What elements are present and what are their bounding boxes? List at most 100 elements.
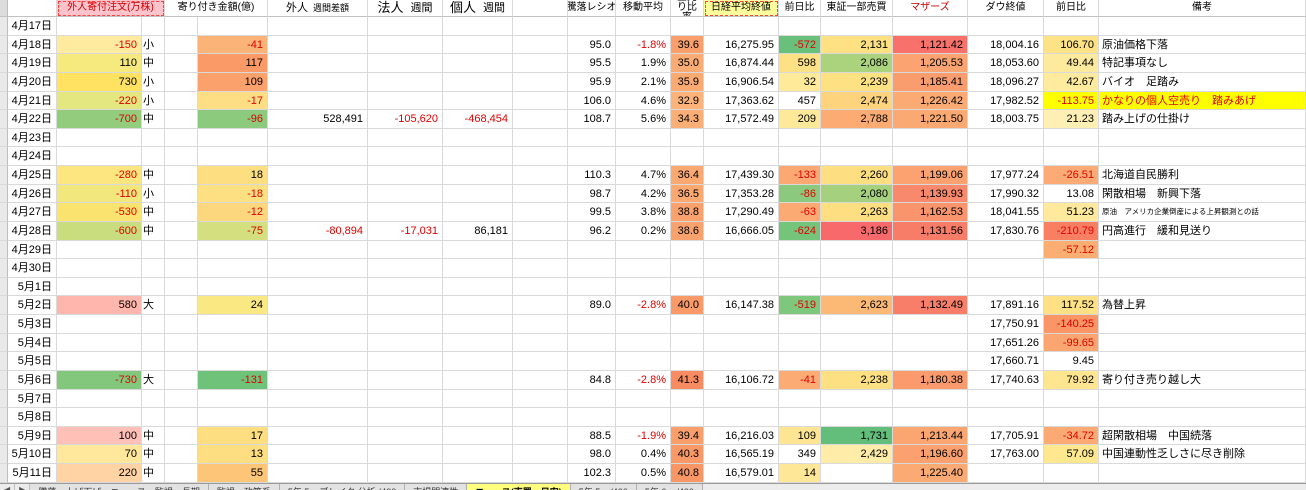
cell-chg[interactable] — [779, 408, 821, 427]
cell-cweek[interactable] — [368, 72, 443, 92]
cell-dow[interactable]: 17,705.91 — [968, 426, 1044, 446]
cell-spacer[interactable] — [165, 221, 198, 241]
cell-dow[interactable]: 18,041.55 — [968, 203, 1044, 222]
cell-amount[interactable] — [198, 128, 268, 148]
cell-dowchg[interactable]: 106.70 — [1044, 35, 1099, 55]
cell-short[interactable]: 34.3 — [671, 110, 704, 129]
cell-iweek[interactable] — [443, 389, 513, 409]
sheet-tab[interactable]: 5年 5m /400 — [570, 484, 637, 490]
cell-iweek[interactable] — [443, 166, 513, 185]
cell-size[interactable] — [142, 315, 165, 334]
cell-orders[interactable] — [57, 17, 142, 36]
cell-dow[interactable] — [968, 147, 1044, 166]
cell-note[interactable] — [1099, 315, 1306, 334]
cell-cweek[interactable] — [368, 128, 443, 148]
cell-orders[interactable] — [57, 259, 142, 278]
header-short-ratio[interactable]: 空売り比率 — [671, 0, 704, 17]
cell-fweek[interactable] — [268, 54, 368, 73]
header-opening-amount[interactable]: 寄り付き金額(億) — [165, 0, 268, 17]
cell-dow[interactable] — [968, 277, 1044, 297]
cell-fweek[interactable] — [268, 315, 368, 334]
cell-ma[interactable]: 1.9% — [616, 54, 671, 73]
cell-amount[interactable] — [198, 17, 268, 36]
cell-spacer[interactable] — [513, 72, 568, 92]
cell-date[interactable]: 4月23日 — [8, 128, 57, 148]
cell-short[interactable]: 40.0 — [671, 296, 704, 315]
cell-nikkei[interactable] — [704, 17, 779, 36]
cell-ratio[interactable]: 98.7 — [568, 184, 616, 204]
cell-amount[interactable] — [198, 315, 268, 334]
cell-fweek[interactable]: 528,491 — [268, 110, 368, 129]
cell-nikkei[interactable]: 17,353.28 — [704, 184, 779, 204]
cell-iweek[interactable] — [443, 72, 513, 92]
cell-tse[interactable] — [821, 240, 893, 260]
cell-chg[interactable]: 457 — [779, 91, 821, 111]
cell-note[interactable] — [1099, 389, 1306, 409]
cell-iweek[interactable] — [443, 426, 513, 446]
cell-size[interactable] — [142, 352, 165, 371]
header-nikkei-change[interactable]: 前日比 — [779, 0, 821, 17]
cell-mothers[interactable]: 1,213.44 — [893, 426, 968, 446]
cell-amount[interactable]: -75 — [198, 221, 268, 241]
cell-dowchg[interactable] — [1044, 389, 1099, 409]
cell-date[interactable]: 4月20日 — [8, 72, 57, 92]
cell-cweek[interactable] — [368, 91, 443, 111]
cell-short[interactable] — [671, 389, 704, 409]
cell-cweek[interactable] — [368, 240, 443, 260]
cell-dowchg[interactable]: -57.12 — [1044, 240, 1099, 260]
cell-iweek[interactable] — [443, 370, 513, 390]
cell-short[interactable] — [671, 147, 704, 166]
cell-dow[interactable] — [968, 389, 1044, 409]
cell-mothers[interactable]: 1,185.41 — [893, 72, 968, 92]
cell-size[interactable]: 大 — [142, 370, 165, 390]
cell-spacer[interactable] — [165, 203, 198, 222]
cell-ma[interactable]: 0.2% — [616, 221, 671, 241]
cell-spacer[interactable] — [513, 35, 568, 55]
cell-short[interactable] — [671, 240, 704, 260]
cell-ratio[interactable] — [568, 147, 616, 166]
header-spacer[interactable] — [513, 0, 568, 17]
cell-ma[interactable] — [616, 408, 671, 427]
cell-chg[interactable]: -624 — [779, 221, 821, 241]
cell-nikkei[interactable]: 17,439.30 — [704, 166, 779, 185]
cell-spacer[interactable] — [165, 389, 198, 409]
cell-short[interactable]: 39.4 — [671, 426, 704, 446]
cell-ma[interactable]: 0.5% — [616, 464, 671, 483]
cell-tse[interactable] — [821, 352, 893, 371]
cell-cweek[interactable]: -17,031 — [368, 221, 443, 241]
cell-dowchg[interactable] — [1044, 259, 1099, 278]
cell-cweek[interactable] — [368, 333, 443, 353]
cell-iweek[interactable] — [443, 259, 513, 278]
cell-ma[interactable]: 0.4% — [616, 445, 671, 464]
cell-amount[interactable]: -41 — [198, 35, 268, 55]
cell-size[interactable] — [142, 408, 165, 427]
cell-mothers[interactable]: 1,205.53 — [893, 54, 968, 73]
header-dow-change[interactable]: 前日比 — [1044, 0, 1099, 17]
cell-cweek[interactable] — [368, 203, 443, 222]
cell-ma[interactable]: -1.8% — [616, 35, 671, 55]
cell-note[interactable] — [1099, 464, 1306, 483]
cell-spacer[interactable] — [165, 408, 198, 427]
cell-size[interactable] — [142, 17, 165, 36]
cell-tse[interactable]: 2,080 — [821, 184, 893, 204]
cell-amount[interactable]: 13 — [198, 445, 268, 464]
sheet-tab[interactable]: 5年 5m ブレイク 分析 (400 — [279, 484, 406, 490]
cell-spacer[interactable] — [165, 72, 198, 92]
cell-nikkei[interactable] — [704, 333, 779, 353]
cell-dow[interactable]: 17,891.16 — [968, 296, 1044, 315]
cell-ratio[interactable]: 84.8 — [568, 370, 616, 390]
cell-orders[interactable]: -530 — [57, 203, 142, 222]
cell-note[interactable]: 中国連動性乏しさに尽き削除 — [1099, 445, 1306, 464]
cell-amount[interactable] — [198, 147, 268, 166]
cell-note[interactable] — [1099, 17, 1306, 36]
cell-dow[interactable]: 17,750.91 — [968, 315, 1044, 334]
cell-iweek[interactable] — [443, 128, 513, 148]
cell-dow[interactable]: 17,740.63 — [968, 370, 1044, 390]
cell-nikkei[interactable]: 16,106.72 — [704, 370, 779, 390]
cell-date[interactable]: 5月3日 — [8, 315, 57, 334]
cell-amount[interactable]: -12 — [198, 203, 268, 222]
cell-dowchg[interactable]: -140.25 — [1044, 315, 1099, 334]
cell-ratio[interactable]: 89.0 — [568, 296, 616, 315]
cell-dowchg[interactable]: 51.23 — [1044, 203, 1099, 222]
cell-cweek[interactable] — [368, 184, 443, 204]
